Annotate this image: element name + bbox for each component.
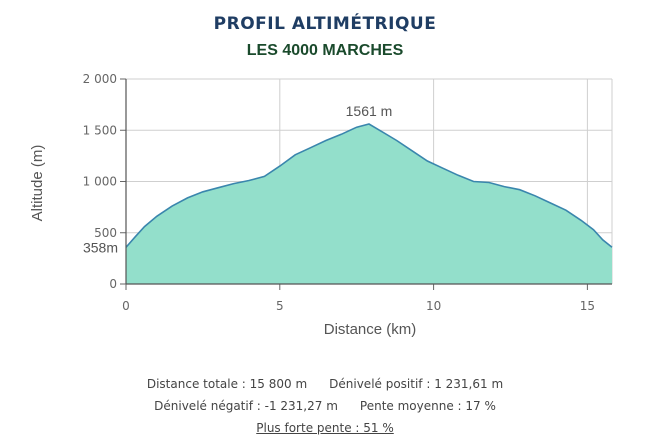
stats-line-1: Distance totale : 15 800 m Dénivelé posit… bbox=[0, 377, 650, 391]
y-tick-label: 500 bbox=[94, 226, 117, 240]
y-axis-label: Altitude (m) bbox=[29, 145, 46, 222]
x-tick-label: 0 bbox=[122, 299, 130, 313]
x-axis-label: Distance (km) bbox=[324, 321, 417, 338]
stats-line-3: Plus forte pente : 51 % bbox=[0, 421, 650, 435]
stats-line-2: Dénivelé négatif : -1 231,27 m Pente moye… bbox=[0, 399, 650, 413]
y-tick-label: 2 000 bbox=[83, 72, 117, 86]
y-tick-label: 0 bbox=[109, 277, 117, 291]
elevation-chart: 0 5 10 15 0 500 1 000 1 500 2 000 Distance (km)… bbox=[29, 72, 613, 338]
x-tick-label: 15 bbox=[580, 299, 595, 313]
denivele-positif: Dénivelé positif : 1 231,61 m bbox=[329, 377, 504, 391]
y-tick-labels: 0 500 1 000 1 500 2 000 bbox=[83, 72, 117, 291]
pente-moyenne: Pente moyenne : 17 % bbox=[359, 399, 496, 413]
distance-totale: Distance totale : 15 800 m bbox=[146, 377, 308, 391]
axes bbox=[120, 78, 612, 290]
plus-forte-pente: Plus forte pente : 51 % bbox=[256, 421, 394, 435]
y-tick-label: 1 000 bbox=[83, 175, 117, 189]
start-altitude-annotation: 358m bbox=[83, 239, 118, 255]
peak-annotation: 1561 m bbox=[346, 103, 393, 119]
chart-title: PROFIL ALTIMÉTRIQUE bbox=[213, 14, 437, 34]
chart-subtitle: LES 4000 MARCHES bbox=[246, 42, 404, 59]
x-tick-label: 5 bbox=[276, 299, 284, 313]
denivele-negatif: Dénivelé négatif : -1 231,27 m bbox=[154, 399, 338, 413]
y-tick-label: 1 500 bbox=[83, 123, 117, 137]
elevation-line bbox=[125, 123, 613, 248]
x-tick-labels: 0 5 10 15 bbox=[122, 299, 595, 313]
elevation-area bbox=[126, 124, 612, 284]
x-tick-label: 10 bbox=[426, 299, 441, 313]
